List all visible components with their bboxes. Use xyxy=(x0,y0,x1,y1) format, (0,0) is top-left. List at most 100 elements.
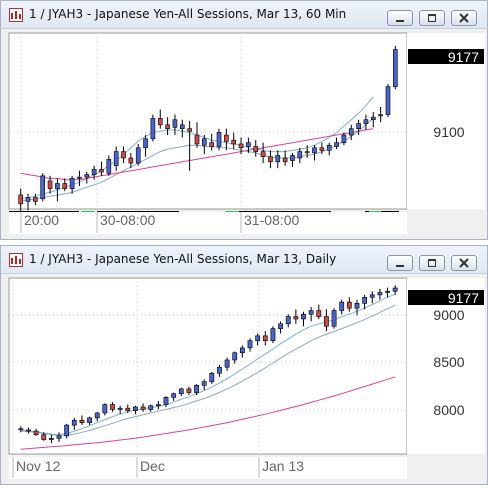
candle xyxy=(348,124,354,141)
candle-body-up xyxy=(278,323,283,329)
restore-icon xyxy=(428,259,436,267)
candle xyxy=(40,173,46,202)
candle xyxy=(319,142,325,155)
candle xyxy=(304,145,310,158)
candle xyxy=(346,297,352,312)
minimize-button[interactable] xyxy=(387,10,413,26)
chart-window-60min[interactable]: 1 / JYAH3 - Japanese Yen-All Sessions, M… xyxy=(0,0,488,240)
candle-body-down xyxy=(186,388,192,393)
title-bar[interactable]: 1 / JYAH3 - Japanese Yen-All Sessions, M… xyxy=(1,1,487,29)
candle-body-down xyxy=(282,157,288,163)
candle-body-up xyxy=(179,124,185,129)
candle xyxy=(148,404,154,412)
candle xyxy=(297,147,303,164)
restore-button[interactable] xyxy=(419,255,445,271)
candle xyxy=(117,405,123,415)
title-bar[interactable]: 1 / JYAH3 - Japanese Yen-All Sessions, M… xyxy=(1,246,487,274)
candle xyxy=(369,291,375,304)
candle-body-up xyxy=(216,132,222,147)
candle-body-down xyxy=(209,142,214,147)
candle xyxy=(308,306,314,322)
candle-body-up xyxy=(392,287,398,292)
candle xyxy=(341,132,347,146)
candle-body-up xyxy=(155,404,161,407)
candle-body-down xyxy=(268,156,273,163)
candle xyxy=(110,402,115,412)
candle-body-up xyxy=(334,142,339,147)
candle-body-down xyxy=(33,430,39,436)
candle xyxy=(69,175,75,194)
candle-body-down xyxy=(253,146,259,152)
candle-body-down xyxy=(346,301,352,309)
time-label: Nov 12 xyxy=(16,458,61,474)
candle-body-up xyxy=(348,128,354,136)
last-price-box xyxy=(408,290,484,305)
moving-average-medium xyxy=(20,304,396,436)
window-title: 1 / JYAH3 - Japanese Yen-All Sessions, M… xyxy=(29,252,337,266)
candle xyxy=(140,403,146,412)
candle-body-up xyxy=(331,310,337,327)
candle-body-down xyxy=(121,151,126,159)
price-chart-60min[interactable]: 9100 9177 20:00 30-08:00 31-08:00 xyxy=(1,29,487,239)
candle xyxy=(378,106,383,123)
candle xyxy=(270,326,276,344)
minimize-icon xyxy=(396,265,404,267)
price-tick-label: 8500 xyxy=(433,354,464,370)
time-label: Dec xyxy=(140,458,165,474)
price-tick-label: 8000 xyxy=(433,402,464,418)
candle xyxy=(102,403,108,416)
candle xyxy=(275,150,281,169)
candle xyxy=(47,175,53,194)
candle-body-up xyxy=(363,119,369,124)
last-price-label: 9177 xyxy=(448,290,479,306)
candle xyxy=(186,386,192,395)
candle-body-up xyxy=(255,335,261,341)
restore-button[interactable] xyxy=(419,10,445,26)
candle xyxy=(79,415,85,426)
minimize-button[interactable] xyxy=(387,255,413,271)
candle xyxy=(316,304,322,319)
chart-window-daily[interactable]: 1 / JYAH3 - Japanese Yen-All Sessions, M… xyxy=(0,245,488,485)
candle xyxy=(217,364,222,377)
price-tick-label: 9000 xyxy=(433,307,464,323)
candle xyxy=(334,137,339,150)
candle-body-up xyxy=(202,138,207,146)
candle-body-down xyxy=(260,151,266,158)
candle xyxy=(239,345,245,358)
candle-body-up xyxy=(143,138,148,149)
candle-body-up xyxy=(385,86,391,115)
candle xyxy=(363,114,369,130)
candle xyxy=(62,178,68,192)
time-label: 31-08:00 xyxy=(244,212,299,228)
candle xyxy=(216,128,222,151)
candle xyxy=(392,285,398,295)
candle-body-up xyxy=(341,134,347,143)
price-chart-daily[interactable]: 9000 8500 8000 9177 Nov 12 Dec Jan 13 xyxy=(1,274,487,484)
candle xyxy=(91,165,97,180)
candle-body-up xyxy=(217,366,222,374)
candle xyxy=(25,193,31,211)
candle xyxy=(128,152,134,169)
chart-app-icon xyxy=(9,253,23,267)
candle-body-up xyxy=(178,388,184,395)
candle-body-down xyxy=(125,407,131,411)
close-button[interactable] xyxy=(451,255,477,271)
candle-body-up xyxy=(239,347,245,354)
last-price-box xyxy=(408,49,484,64)
candle xyxy=(135,143,141,166)
candle xyxy=(246,137,251,153)
candle-body-up xyxy=(91,169,97,175)
candle xyxy=(370,112,376,128)
moving-average-slow xyxy=(20,376,396,450)
close-button[interactable] xyxy=(451,10,477,26)
candle-body-up xyxy=(285,316,291,325)
candle xyxy=(201,379,207,391)
time-label: Jan 13 xyxy=(262,458,304,474)
candle xyxy=(255,333,261,346)
time-label: 30-08:00 xyxy=(100,212,155,228)
candle xyxy=(324,309,329,332)
candle-body-up xyxy=(369,294,375,298)
candle xyxy=(268,150,273,169)
candle-body-down xyxy=(324,316,329,327)
candle xyxy=(125,404,131,414)
